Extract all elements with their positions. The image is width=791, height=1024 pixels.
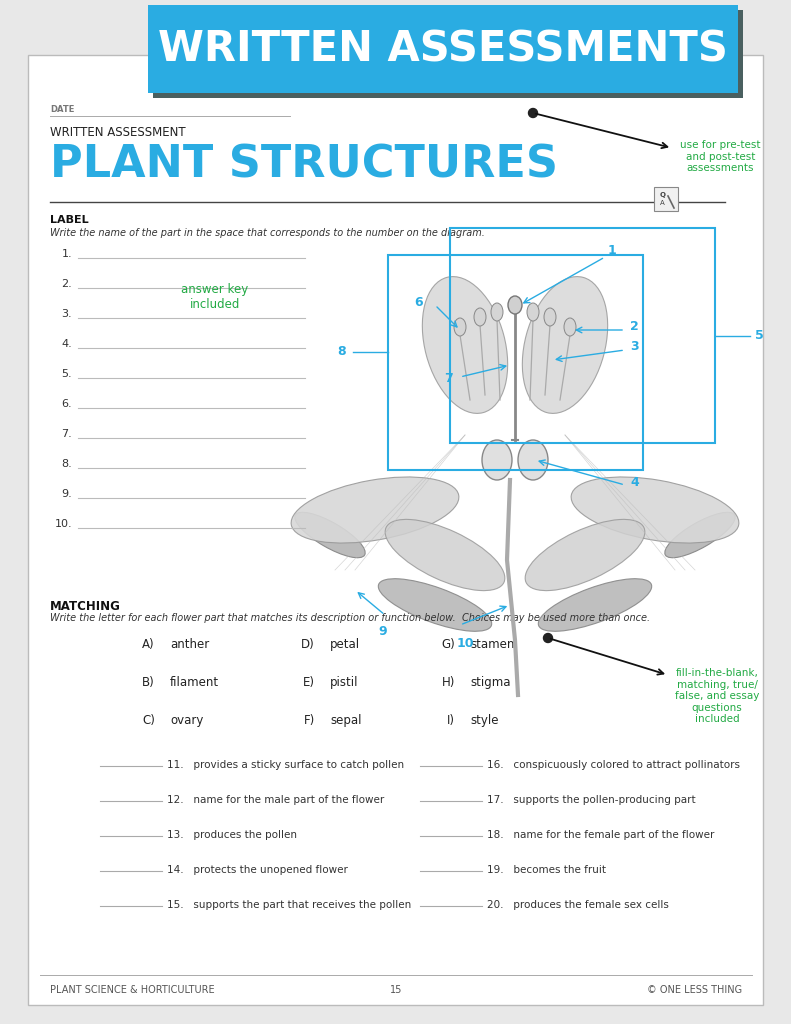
FancyBboxPatch shape — [148, 5, 738, 93]
Text: 1: 1 — [608, 244, 617, 256]
Ellipse shape — [508, 296, 522, 314]
Text: Write the name of the part in the space that corresponds to the number on the di: Write the name of the part in the space … — [50, 228, 485, 238]
Text: WRITTEN ASSESSMENTS: WRITTEN ASSESSMENTS — [158, 29, 728, 71]
Text: stigma: stigma — [470, 676, 510, 689]
Text: petal: petal — [330, 638, 360, 651]
Text: answer key
included: answer key included — [181, 283, 248, 311]
Circle shape — [528, 109, 538, 118]
Text: G): G) — [441, 638, 455, 651]
Text: 9.: 9. — [61, 489, 72, 499]
Text: H): H) — [441, 676, 455, 689]
Text: 5: 5 — [755, 329, 764, 342]
Text: 12.   name for the male part of the flower: 12. name for the male part of the flower — [167, 795, 384, 805]
Text: 19.   becomes the fruit: 19. becomes the fruit — [487, 865, 606, 874]
Text: 18.   name for the female part of the flower: 18. name for the female part of the flow… — [487, 830, 714, 840]
Text: filament: filament — [170, 676, 219, 689]
Text: 2: 2 — [630, 321, 639, 334]
Text: A): A) — [142, 638, 155, 651]
Text: PLANT STRUCTURES: PLANT STRUCTURES — [50, 143, 558, 186]
Text: anther: anther — [170, 638, 210, 651]
Text: 14.   protects the unopened flower: 14. protects the unopened flower — [167, 865, 348, 874]
Text: 7.: 7. — [61, 429, 72, 439]
Text: sepal: sepal — [330, 714, 361, 727]
Text: Write the letter for each flower part that matches its description or function b: Write the letter for each flower part th… — [50, 613, 650, 623]
Text: D): D) — [301, 638, 315, 651]
Ellipse shape — [522, 276, 607, 414]
Text: B): B) — [142, 676, 155, 689]
Circle shape — [543, 634, 552, 642]
Text: MATCHING: MATCHING — [50, 600, 121, 613]
Ellipse shape — [539, 579, 652, 632]
Ellipse shape — [525, 519, 645, 591]
Text: 15.   supports the part that receives the pollen: 15. supports the part that receives the … — [167, 900, 411, 910]
Text: 2.: 2. — [61, 279, 72, 289]
Text: LABEL: LABEL — [50, 215, 89, 225]
Text: 6: 6 — [414, 296, 423, 308]
Text: © ONE LESS THING: © ONE LESS THING — [647, 985, 742, 995]
Text: 8: 8 — [338, 345, 346, 358]
Text: 9: 9 — [379, 625, 388, 638]
Text: 4.: 4. — [61, 339, 72, 349]
Ellipse shape — [491, 303, 503, 321]
Text: 16.   conspicuously colored to attract pollinators: 16. conspicuously colored to attract pol… — [487, 760, 740, 770]
Ellipse shape — [291, 477, 459, 543]
Text: 13.   produces the pollen: 13. produces the pollen — [167, 830, 297, 840]
Ellipse shape — [664, 512, 735, 558]
Text: use for pre-test
and post-test
assessments: use for pre-test and post-test assessmen… — [680, 140, 760, 173]
Text: C): C) — [142, 714, 155, 727]
Ellipse shape — [385, 519, 505, 591]
Text: DATE: DATE — [50, 105, 74, 114]
Ellipse shape — [454, 318, 466, 336]
Text: A: A — [660, 200, 664, 206]
Text: 3: 3 — [630, 341, 638, 353]
Text: pistil: pistil — [330, 676, 358, 689]
Text: 4: 4 — [630, 475, 639, 488]
FancyBboxPatch shape — [654, 187, 678, 211]
Text: 1.: 1. — [62, 249, 72, 259]
Text: style: style — [470, 714, 498, 727]
Text: 17.   supports the pollen-producing part: 17. supports the pollen-producing part — [487, 795, 695, 805]
Text: stamen: stamen — [470, 638, 514, 651]
Text: I): I) — [447, 714, 455, 727]
Text: 7: 7 — [445, 373, 453, 385]
Text: fill-in-the-blank,
matching, true/
false, and essay
questions
included: fill-in-the-blank, matching, true/ false… — [675, 668, 759, 724]
Text: 5.: 5. — [62, 369, 72, 379]
Text: 11.   provides a sticky surface to catch pollen: 11. provides a sticky surface to catch p… — [167, 760, 404, 770]
Text: ovary: ovary — [170, 714, 203, 727]
Ellipse shape — [564, 318, 576, 336]
Ellipse shape — [571, 477, 739, 543]
Ellipse shape — [295, 512, 365, 558]
Text: 20.   produces the female sex cells: 20. produces the female sex cells — [487, 900, 669, 910]
Ellipse shape — [518, 440, 548, 480]
Ellipse shape — [527, 303, 539, 321]
Text: 10.: 10. — [55, 519, 72, 529]
Text: PLANT SCIENCE & HORTICULTURE: PLANT SCIENCE & HORTICULTURE — [50, 985, 214, 995]
Text: 3.: 3. — [62, 309, 72, 319]
Text: Q: Q — [660, 193, 666, 198]
FancyBboxPatch shape — [28, 55, 763, 1005]
Text: 15: 15 — [390, 985, 402, 995]
Text: 6.: 6. — [62, 399, 72, 409]
Ellipse shape — [378, 579, 492, 632]
Ellipse shape — [482, 440, 512, 480]
Text: F): F) — [304, 714, 315, 727]
Ellipse shape — [544, 308, 556, 326]
Text: 8.: 8. — [61, 459, 72, 469]
Text: WRITTEN ASSESSMENT: WRITTEN ASSESSMENT — [50, 126, 186, 139]
Ellipse shape — [422, 276, 508, 414]
Ellipse shape — [474, 308, 486, 326]
Text: E): E) — [303, 676, 315, 689]
Text: 10: 10 — [456, 637, 474, 650]
FancyBboxPatch shape — [153, 10, 743, 98]
